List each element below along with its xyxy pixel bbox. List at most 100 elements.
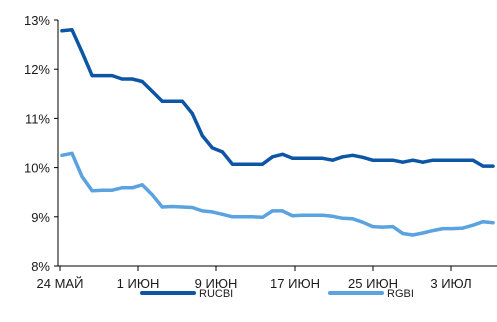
data-point-rucbi	[250, 162, 254, 166]
data-point-rgbi	[80, 174, 84, 179]
data-point-rgbi	[70, 151, 74, 155]
data-point-rucbi	[140, 79, 144, 84]
data-point-rgbi	[401, 231, 405, 236]
legend: RUCBI RGBI	[140, 288, 414, 300]
series-line-rucbi	[60, 28, 495, 168]
data-point-rucbi	[150, 89, 154, 93]
data-point-rgbi	[160, 205, 164, 209]
data-point-rgbi	[150, 193, 154, 197]
data-point-rgbi	[280, 209, 285, 213]
data-point-rgbi	[120, 186, 124, 190]
x-tick-label: 1 ИЮН	[117, 276, 160, 291]
data-point-rucbi	[351, 153, 355, 157]
legend-label-rucbi: RUCBI	[199, 288, 233, 300]
data-point-rucbi	[130, 77, 134, 81]
data-point-rucbi	[160, 99, 164, 103]
data-point-rgbi	[250, 215, 254, 219]
data-point-rucbi	[110, 74, 114, 78]
data-point-rgbi	[391, 225, 395, 229]
data-point-rgbi	[290, 214, 295, 218]
data-point-rgbi	[331, 214, 335, 218]
data-point-rucbi	[70, 28, 74, 32]
data-point-rucbi	[260, 162, 265, 166]
data-point-rucbi	[421, 160, 425, 164]
data-point-rucbi	[270, 155, 275, 159]
data-point-rgbi	[170, 204, 174, 209]
data-point-rgbi	[481, 220, 485, 224]
data-point-rgbi	[230, 215, 234, 219]
data-point-rucbi	[230, 162, 234, 166]
data-point-rgbi	[240, 215, 244, 219]
data-point-rgbi	[451, 227, 455, 231]
y-tick-label: 9%	[31, 210, 50, 225]
data-point-rucbi	[290, 156, 295, 160]
x-tick-label: 25 ИЮН	[348, 276, 398, 291]
data-point-rgbi	[180, 205, 184, 209]
data-point-rgbi	[411, 233, 415, 237]
data-point-rucbi	[331, 158, 335, 162]
data-point-rucbi	[361, 155, 365, 159]
data-point-rucbi	[200, 134, 204, 138]
data-point-rgbi	[130, 186, 134, 190]
data-point-rucbi	[120, 77, 124, 81]
data-point-rucbi	[441, 158, 445, 162]
data-point-rgbi	[421, 231, 425, 235]
y-axis: 8% 9% 10% 11% 12% 13%	[24, 13, 59, 274]
data-point-rucbi	[80, 50, 84, 54]
x-tick-label: 17 ИЮН	[270, 276, 320, 291]
data-point-rucbi	[461, 158, 465, 162]
y-tick-label: 8%	[31, 259, 50, 274]
data-point-rgbi	[210, 210, 214, 214]
data-point-rucbi	[481, 164, 485, 168]
data-point-rgbi	[431, 229, 435, 233]
data-point-rucbi	[180, 99, 184, 103]
data-point-rgbi	[260, 215, 265, 219]
data-point-rucbi	[371, 158, 375, 162]
data-point-rgbi	[200, 209, 204, 213]
series-group	[60, 28, 495, 237]
data-point-rgbi	[190, 205, 194, 210]
data-point-rgbi	[140, 183, 144, 187]
data-point-rucbi	[60, 29, 64, 33]
data-point-rucbi	[321, 156, 325, 160]
data-point-rgbi	[301, 213, 305, 217]
x-axis: 24 МАЙ 1 ИЮН 9 ИЮН 17 ИЮН 25 ИЮН 3 ИЮЛ	[37, 265, 497, 291]
data-point-rgbi	[491, 221, 495, 225]
data-point-rucbi	[491, 164, 495, 168]
data-point-rucbi	[210, 146, 214, 150]
data-point-rgbi	[341, 216, 345, 220]
y-tick-label: 11%	[25, 111, 50, 126]
data-point-rgbi	[361, 220, 365, 224]
data-point-rucbi	[431, 158, 435, 162]
data-point-rucbi	[401, 160, 405, 164]
data-point-rucbi	[471, 158, 475, 162]
data-point-rucbi	[301, 156, 305, 160]
data-point-rucbi	[451, 158, 455, 162]
data-point-rgbi	[461, 226, 465, 230]
data-point-rgbi	[381, 225, 385, 229]
data-point-rucbi	[100, 74, 104, 78]
data-point-rucbi	[381, 158, 385, 162]
series-line-rgbi	[60, 151, 495, 237]
data-point-rucbi	[220, 150, 224, 154]
data-point-rgbi	[220, 212, 224, 216]
legend-label-rgbi: RGBI	[387, 288, 414, 300]
data-point-rucbi	[311, 156, 315, 160]
data-point-rucbi	[240, 162, 244, 166]
data-point-rgbi	[90, 189, 94, 193]
data-point-rucbi	[190, 111, 194, 116]
data-point-rgbi	[321, 213, 325, 217]
data-point-rgbi	[100, 188, 104, 192]
x-tick-label: 24 МАЙ	[37, 276, 84, 291]
data-point-rucbi	[391, 158, 395, 162]
y-tick-label: 13%	[24, 13, 50, 28]
data-point-rgbi	[311, 213, 315, 217]
y-tick-label: 10%	[24, 161, 50, 176]
data-point-rgbi	[371, 225, 375, 229]
data-point-rucbi	[341, 155, 345, 159]
data-point-rgbi	[471, 223, 475, 227]
data-point-rucbi	[411, 158, 415, 162]
data-point-rgbi	[351, 217, 355, 221]
data-point-rgbi	[60, 153, 64, 157]
